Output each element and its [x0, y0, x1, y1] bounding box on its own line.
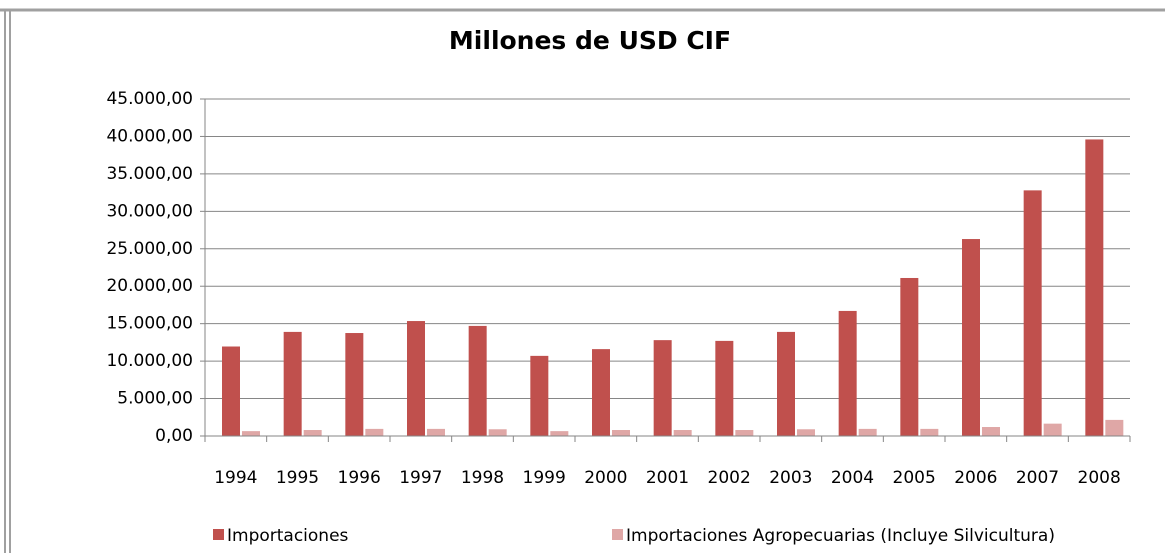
bar — [1105, 419, 1124, 436]
x-tick-label: 1995 — [276, 468, 319, 488]
bar — [222, 346, 240, 436]
bar — [1043, 423, 1062, 436]
y-tick-label: 10.000,00 — [106, 351, 193, 371]
bar — [242, 431, 260, 436]
legend-label: Importaciones — [227, 526, 349, 546]
y-tick-label: 5.000,00 — [117, 389, 193, 409]
bar — [797, 429, 815, 436]
bar — [468, 325, 487, 436]
y-tick-label: 30.000,00 — [106, 201, 193, 221]
y-tick-label: 20.000,00 — [106, 276, 193, 296]
bar — [550, 431, 569, 436]
bar — [592, 349, 610, 436]
x-tick-label: 2003 — [769, 468, 812, 488]
x-tick-label: 1998 — [461, 468, 504, 488]
legend-swatch — [213, 529, 224, 540]
bar — [715, 340, 734, 436]
bar — [920, 428, 939, 436]
y-tick-label: 25.000,00 — [106, 239, 193, 259]
bar — [838, 310, 857, 436]
y-tick-label: 35.000,00 — [106, 164, 193, 184]
bar — [982, 427, 1000, 436]
x-tick-label: 2001 — [646, 468, 689, 488]
y-tick-label: 15.000,00 — [106, 314, 193, 334]
x-tick-label: 2006 — [954, 468, 997, 488]
x-tick-label: 2007 — [1016, 468, 1059, 488]
x-tick-label: 2008 — [1078, 468, 1121, 488]
bar — [488, 429, 507, 436]
x-tick-label: 1999 — [523, 468, 566, 488]
bar — [858, 428, 877, 436]
bar — [530, 355, 549, 436]
x-tick-label: 1994 — [214, 468, 257, 488]
bar — [407, 321, 425, 436]
x-tick-label: 2002 — [708, 468, 751, 488]
bar — [653, 340, 672, 436]
bar — [735, 430, 754, 436]
bar — [283, 331, 302, 436]
y-tick-label: 0,00 — [155, 426, 193, 446]
y-tick-label: 45.000,00 — [106, 89, 193, 109]
x-tick-label: 2000 — [584, 468, 627, 488]
bar — [673, 430, 692, 436]
bar — [1023, 190, 1042, 436]
legend-label: Importaciones Agropecuarias (Incluye Sil… — [626, 526, 1055, 546]
x-tick-label: 1996 — [338, 468, 381, 488]
chart-title: Millones de USD CIF — [449, 26, 731, 55]
bar — [612, 430, 630, 436]
bar — [1085, 139, 1104, 436]
bar — [777, 331, 795, 436]
bar — [365, 428, 384, 436]
x-tick-label: 2005 — [893, 468, 936, 488]
y-tick-label: 40.000,00 — [106, 126, 193, 146]
bar — [345, 333, 364, 436]
x-tick-label: 2004 — [831, 468, 874, 488]
x-tick-label: 1997 — [399, 468, 442, 488]
bar — [303, 430, 322, 436]
legend-swatch — [612, 529, 623, 540]
bar — [900, 277, 919, 436]
bar — [427, 428, 445, 436]
bar — [962, 239, 980, 436]
